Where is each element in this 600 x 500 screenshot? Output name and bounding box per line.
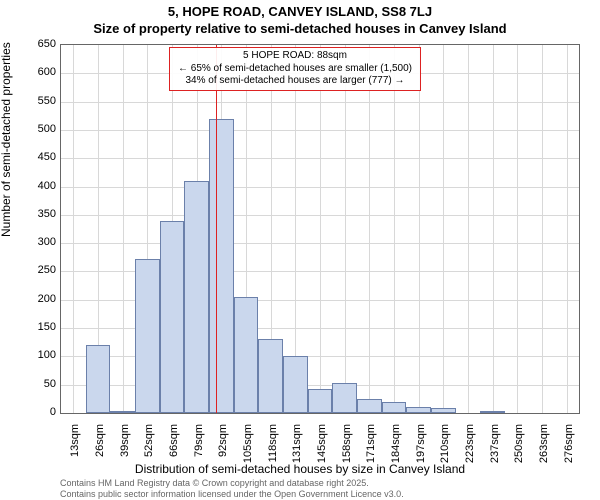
gridline-v [517,45,518,413]
gridline-v [419,45,420,413]
annotation-line: 5 HOPE ROAD: 88sqm [174,50,416,63]
y-axis-title: Number of semi-detached properties [0,42,13,237]
y-tick-label: 200 [16,293,56,305]
gridline-v [123,45,124,413]
y-tick-label: 0 [16,406,56,418]
y-tick-label: 50 [16,378,56,390]
x-tick-label: 52sqm [143,424,155,457]
gridline-v [567,45,568,413]
histogram-bar [332,383,357,413]
gridline-v [320,45,321,413]
gridline-v [443,45,444,413]
chart-title-line2: Size of property relative to semi-detach… [0,21,600,36]
y-tick-label: 150 [16,321,56,333]
histogram-bar [308,389,333,413]
plot-area: 5 HOPE ROAD: 88sqm← 65% of semi-detached… [60,44,580,414]
histogram-bar [382,402,407,413]
x-tick-label: 131sqm [291,424,303,463]
x-tick-label: 263sqm [538,424,550,463]
histogram-bar [110,411,135,413]
x-tick-label: 118sqm [267,424,279,462]
x-tick-label: 197sqm [415,424,427,463]
histogram-bar [234,297,259,413]
histogram-bar [160,221,185,413]
x-tick-label: 79sqm [193,424,205,457]
y-tick-label: 450 [16,151,56,163]
annotation-line: 34% of semi-detached houses are larger (… [174,75,416,88]
histogram-bar [357,399,382,413]
histogram-bar [431,408,456,413]
x-tick-label: 145sqm [316,424,328,463]
y-tick-label: 100 [16,349,56,361]
x-tick-label: 210sqm [439,424,451,463]
reference-line [216,45,217,413]
histogram-bar [135,259,160,413]
gridline-v [542,45,543,413]
y-tick-label: 550 [16,95,56,107]
histogram-bar [209,119,234,413]
histogram-bar [480,411,505,413]
histogram-bar [406,407,431,413]
gridline-v [369,45,370,413]
x-tick-label: 223sqm [464,424,476,463]
y-tick-label: 300 [16,236,56,248]
histogram-bar [184,181,209,413]
histogram-bar [258,339,283,413]
x-tick-label: 237sqm [489,424,501,463]
chart-title-line1: 5, HOPE ROAD, CANVEY ISLAND, SS8 7LJ [0,4,600,19]
x-tick-label: 105sqm [242,424,254,463]
x-tick-label: 39sqm [119,424,131,457]
x-tick-label: 276sqm [563,424,575,463]
y-tick-label: 350 [16,208,56,220]
footer-line1: Contains HM Land Registry data © Crown c… [60,478,369,488]
annotation-box: 5 HOPE ROAD: 88sqm← 65% of semi-detached… [169,47,421,91]
x-tick-label: 158sqm [341,424,353,463]
gridline-v [468,45,469,413]
footer-line2: Contains public sector information licen… [60,489,404,499]
histogram-bar [283,356,308,413]
gridline-v [394,45,395,413]
y-tick-label: 400 [16,180,56,192]
gridline-v [493,45,494,413]
gridline-v [345,45,346,413]
y-tick-label: 600 [16,66,56,78]
x-tick-label: 66sqm [168,424,180,457]
y-tick-label: 500 [16,123,56,135]
gridline-v [73,45,74,413]
x-tick-label: 92sqm [217,424,229,457]
y-tick-label: 250 [16,264,56,276]
x-tick-label: 13sqm [69,424,81,457]
y-tick-label: 650 [16,38,56,50]
chart-container: 5, HOPE ROAD, CANVEY ISLAND, SS8 7LJ Siz… [0,0,600,500]
x-tick-label: 250sqm [513,424,525,463]
x-tick-label: 26sqm [94,424,106,457]
histogram-bar [86,345,111,413]
x-axis-title: Distribution of semi-detached houses by … [0,462,600,476]
x-tick-label: 184sqm [390,424,402,463]
annotation-line: ← 65% of semi-detached houses are smalle… [174,63,416,76]
x-tick-label: 171sqm [365,424,377,463]
